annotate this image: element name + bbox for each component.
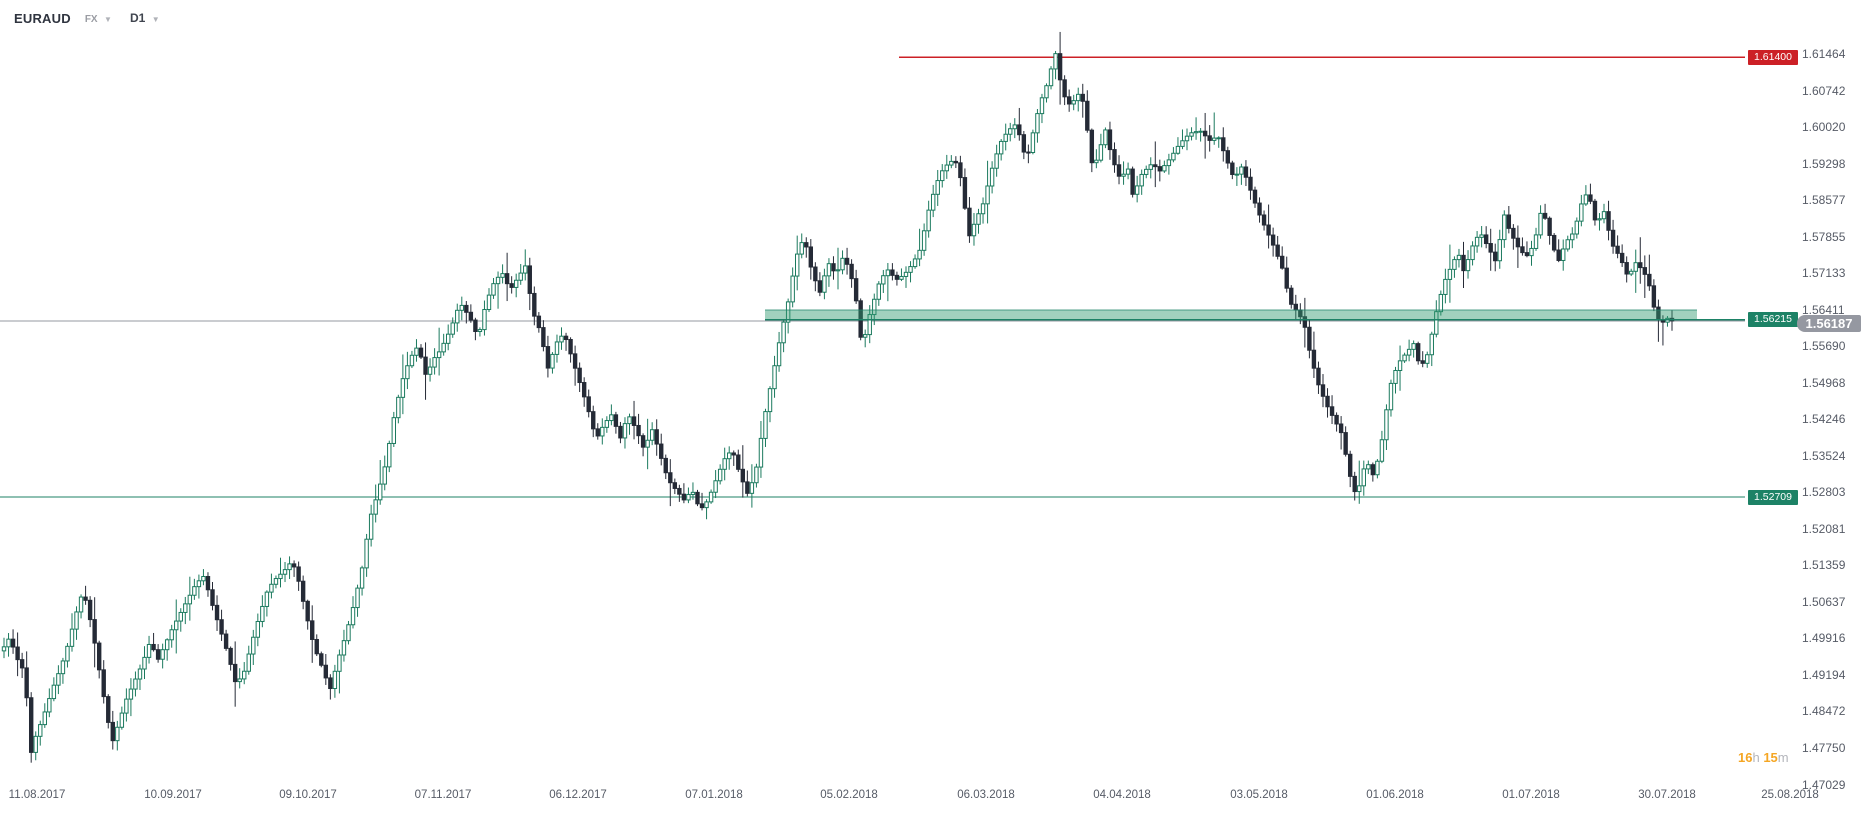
timeframe-selector[interactable]: D1 ▼ xyxy=(122,9,160,27)
price-axis-label: 1.57855 xyxy=(1802,229,1846,244)
chevron-down-icon: ▼ xyxy=(151,15,160,24)
zone-price-tag: 1.56215 xyxy=(1748,311,1798,327)
time-axis-label: 30.07.2018 xyxy=(1638,789,1696,801)
support-price-tag: 1.52709 xyxy=(1748,490,1798,506)
bar-close-countdown: 16h 15m xyxy=(1738,750,1789,765)
countdown-hours-unit: h xyxy=(1752,750,1760,765)
time-axis-label: 07.11.2017 xyxy=(414,789,472,801)
symbol-name: EURAUD xyxy=(14,10,71,26)
price-axis-label: 1.54246 xyxy=(1802,412,1846,427)
symbol-header: EURAUD FX ▼ D1 ▼ xyxy=(14,9,160,27)
level-lines-layer xyxy=(0,56,1745,498)
time-axis-label: 01.06.2018 xyxy=(1366,789,1424,801)
price-axis-label: 1.54968 xyxy=(1802,375,1846,390)
market-label: FX xyxy=(84,14,98,25)
time-axis-label: 01.07.2018 xyxy=(1502,789,1560,801)
price-axis-label: 1.47750 xyxy=(1802,741,1846,756)
time-axis-label: 09.10.2017 xyxy=(279,789,337,801)
time-axis-label: 07.01.2018 xyxy=(685,789,743,801)
time-axis-label: 06.12.2017 xyxy=(549,789,607,801)
price-axis-label: 1.50637 xyxy=(1802,594,1846,609)
countdown-minutes-unit: m xyxy=(1777,750,1789,765)
price-axis-label: 1.56411 xyxy=(1802,302,1845,317)
price-axis-label: 1.61464 xyxy=(1802,47,1846,61)
time-axis-label: 03.05.2018 xyxy=(1230,789,1288,801)
current-price-tag: 1.56187 xyxy=(1797,315,1861,333)
time-axis-label: 06.03.2018 xyxy=(957,789,1015,801)
price-axis-label: 1.59298 xyxy=(1802,156,1846,171)
timeframe-label: D1 xyxy=(129,11,146,25)
countdown-minutes: 15 xyxy=(1763,750,1778,765)
time-axis-label: 05.02.2018 xyxy=(820,789,878,801)
chevron-down-icon: ▼ xyxy=(104,15,112,24)
price-axis-label: 1.52803 xyxy=(1802,485,1846,500)
price-axis-label: 1.57133 xyxy=(1802,266,1846,281)
price-axis-label: 1.47029 xyxy=(1802,777,1846,792)
time-axis-label: 11.08.2017 xyxy=(8,789,66,801)
market-selector[interactable]: FX ▼ xyxy=(81,9,112,27)
candlestick-layer xyxy=(1,31,1675,763)
time-axis-label: 10.09.2017 xyxy=(144,789,202,801)
price-axis-label: 1.48472 xyxy=(1802,704,1846,719)
price-axis-label: 1.49916 xyxy=(1802,631,1846,646)
price-axis-label: 1.55690 xyxy=(1802,339,1846,354)
price-axis-label: 1.60742 xyxy=(1802,83,1846,98)
price-axis-label: 1.52081 xyxy=(1802,521,1846,536)
price-axis-label: 1.49194 xyxy=(1802,667,1846,682)
price-axis-label: 1.58577 xyxy=(1802,193,1846,208)
resistance-price-tag: 1.61400 xyxy=(1748,50,1798,66)
time-axis-label: 25.08.2018 xyxy=(1761,789,1819,801)
price-axis-label: 1.53524 xyxy=(1802,448,1846,463)
price-axis-label: 1.51359 xyxy=(1802,558,1846,573)
price-axis-label: 1.60020 xyxy=(1802,120,1846,135)
countdown-hours: 16 xyxy=(1738,750,1753,765)
time-axis-label: 04.04.2018 xyxy=(1093,789,1151,801)
supply-zone-layer[interactable] xyxy=(765,309,1745,321)
